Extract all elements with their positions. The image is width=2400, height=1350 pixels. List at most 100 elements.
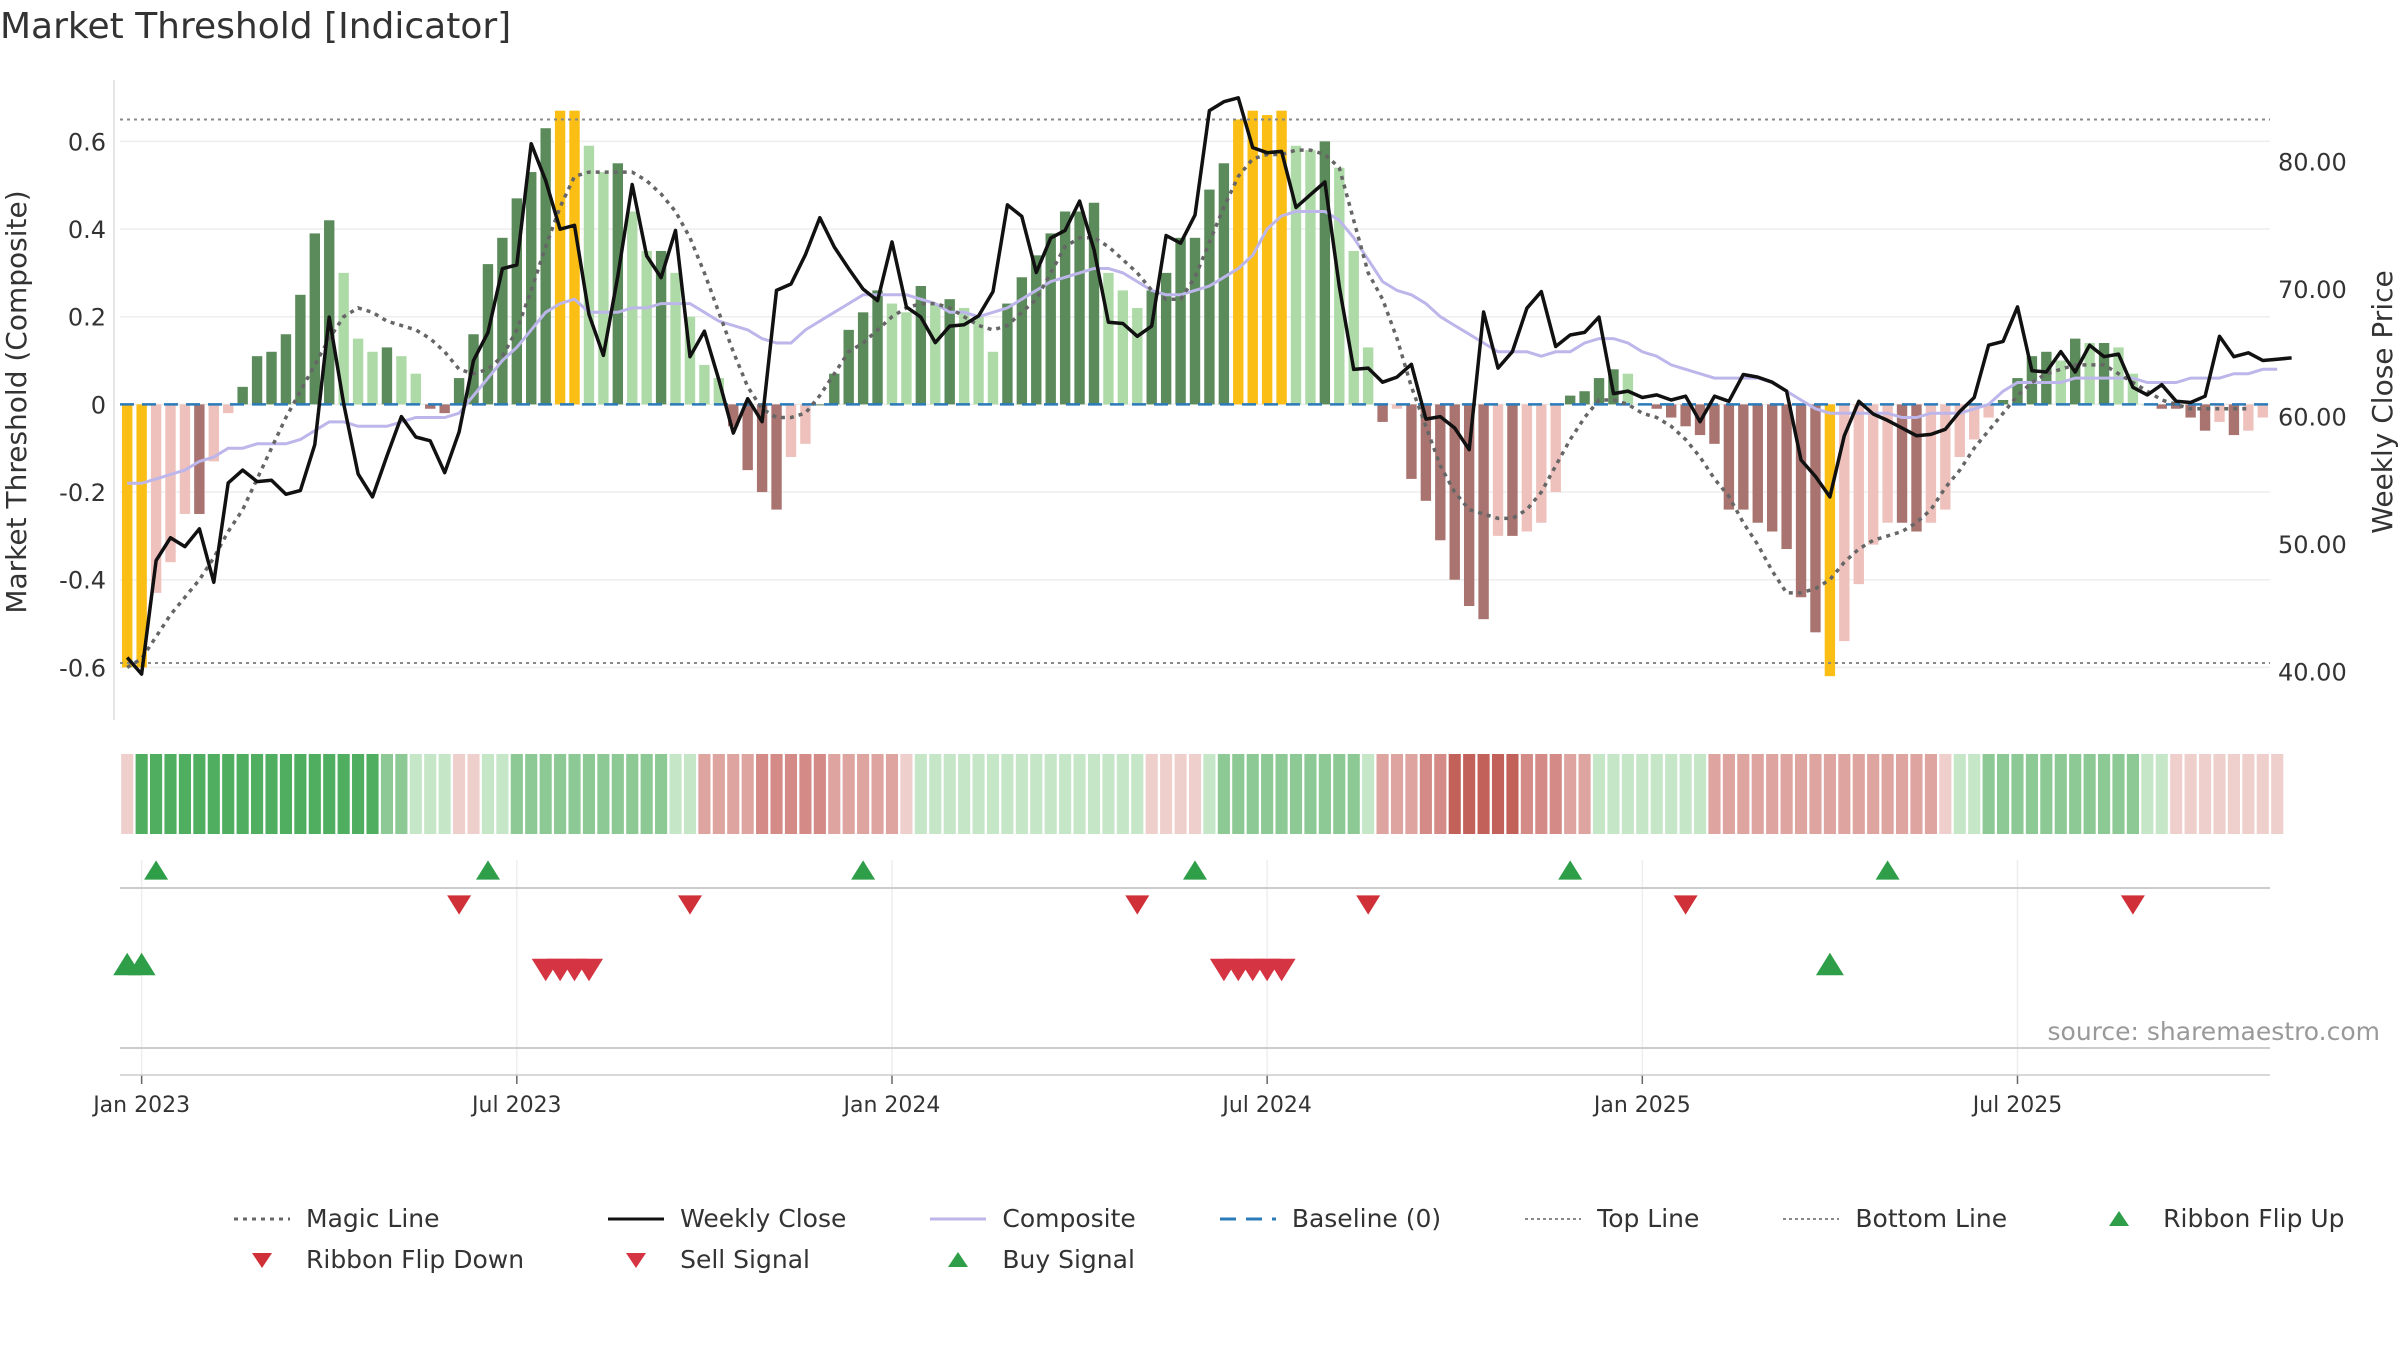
legend-item: Bottom Line xyxy=(1781,1204,2007,1233)
composite-bar xyxy=(655,250,667,405)
ribbon-cell xyxy=(1953,754,1966,834)
ribbon-cell xyxy=(1463,754,1476,834)
ribbon-cell xyxy=(655,754,668,834)
ribbon-cell xyxy=(1246,754,1259,834)
ribbon-cell xyxy=(1665,754,1678,834)
composite-bar xyxy=(742,404,753,471)
sell-signal-marker xyxy=(1267,958,1296,982)
composite-bar xyxy=(1189,237,1201,405)
ribbon-cell xyxy=(857,754,870,834)
composite-bar xyxy=(1766,404,1778,532)
left-tick-label: -0.2 xyxy=(59,479,106,507)
ribbon-cell xyxy=(1636,754,1649,834)
composite-bar xyxy=(2084,343,2095,405)
right-tick-label: 80.00 xyxy=(2278,149,2347,177)
ribbon-cell xyxy=(1794,754,1808,834)
ribbon-cell xyxy=(2227,754,2240,834)
ribbon-cell xyxy=(1982,754,1995,834)
ribbon-cell xyxy=(222,754,235,834)
ribbon-flip-down-marker xyxy=(1356,895,1381,915)
composite-bar xyxy=(381,347,393,405)
composite-bar xyxy=(1435,404,1446,541)
solid-line-icon xyxy=(930,1217,987,1220)
dotted-line-icon xyxy=(234,1217,290,1220)
right-tick-label: 60.00 xyxy=(2278,404,2347,432)
ribbon-cell xyxy=(1751,754,1764,834)
legend-item: Sell Signal xyxy=(606,1245,846,1274)
ribbon-cell xyxy=(929,754,942,834)
page-title: Market Threshold [Indicator] xyxy=(0,6,512,47)
composite-bar xyxy=(958,307,970,405)
composite-bar xyxy=(2041,351,2052,405)
ribbon-cell xyxy=(1232,754,1245,834)
ribbon-cell xyxy=(1405,754,1418,834)
ribbon-cell xyxy=(1275,754,1288,834)
composite-bar xyxy=(785,404,797,457)
composite-bar xyxy=(223,404,234,414)
composite-bar xyxy=(2171,404,2182,409)
ribbon-cell xyxy=(1968,754,1981,834)
composite-bar xyxy=(1867,404,1879,545)
composite-bar xyxy=(670,272,681,405)
ribbon-cell xyxy=(972,754,985,834)
composite-bar xyxy=(1882,404,1893,523)
ribbon-cell xyxy=(481,754,495,834)
ribbon-cell xyxy=(1376,754,1389,834)
legend-label: Ribbon Flip Down xyxy=(306,1245,525,1274)
composite-bar xyxy=(1954,404,1965,457)
composite-bar xyxy=(2243,404,2254,431)
ribbon-cell xyxy=(986,754,1000,834)
composite-bar xyxy=(2156,404,2167,409)
ribbon-cell xyxy=(2242,754,2255,834)
composite-bar xyxy=(511,198,523,405)
composite-bar xyxy=(1680,404,1691,427)
composite-bar xyxy=(1103,272,1114,405)
composite-bar xyxy=(829,373,840,405)
composite-bar xyxy=(1940,404,1951,510)
ribbon-cell xyxy=(1823,754,1836,834)
composite-bar xyxy=(771,404,782,510)
composite-bar xyxy=(944,299,955,405)
ribbon-cell xyxy=(2098,754,2111,834)
ribbon-cell xyxy=(828,754,841,834)
composite-bar xyxy=(1377,404,1388,422)
composite-bar xyxy=(251,356,263,405)
ribbon-cell xyxy=(1333,754,1346,834)
composite-bar xyxy=(165,404,176,563)
ribbon-cell xyxy=(453,754,466,834)
composite-bar xyxy=(1233,119,1244,405)
ribbon-cell xyxy=(1001,754,1014,834)
legend-item: Weekly Close xyxy=(606,1204,846,1233)
composite-bar xyxy=(122,404,133,668)
ribbon-cell xyxy=(1491,754,1505,834)
composite-bar xyxy=(930,303,941,405)
composite-bar xyxy=(1175,237,1186,405)
ribbon-cell xyxy=(1203,754,1216,834)
composite-bar xyxy=(1391,404,1403,409)
composite-bar xyxy=(410,373,421,405)
composite-bar xyxy=(1132,307,1143,405)
ribbon-cell xyxy=(395,754,408,834)
ribbon-cell xyxy=(582,754,596,834)
ribbon-cell xyxy=(1520,754,1533,834)
composite-bar xyxy=(1507,404,1518,536)
ribbon-cell xyxy=(1809,754,1822,834)
ribbon-cell xyxy=(1592,754,1606,834)
ribbon-cell xyxy=(467,754,480,834)
composite-bar xyxy=(814,404,826,406)
ribbon-cell xyxy=(1261,754,1274,834)
legend-label: Magic Line xyxy=(306,1204,440,1233)
right-tick-label: 40.00 xyxy=(2278,659,2347,687)
ribbon-cell xyxy=(178,754,191,834)
ribbon-cell xyxy=(207,754,220,834)
ribbon-cell xyxy=(1924,754,1937,834)
up-triangle-icon xyxy=(948,1251,969,1267)
ribbon-cell xyxy=(842,754,855,834)
ribbon-cell xyxy=(352,754,365,834)
composite-bar xyxy=(1911,404,1922,532)
composite-bar xyxy=(713,378,725,405)
composite-bar xyxy=(1593,378,1605,405)
left-tick-label: 0.6 xyxy=(68,128,106,156)
ribbon-cell xyxy=(799,754,812,834)
